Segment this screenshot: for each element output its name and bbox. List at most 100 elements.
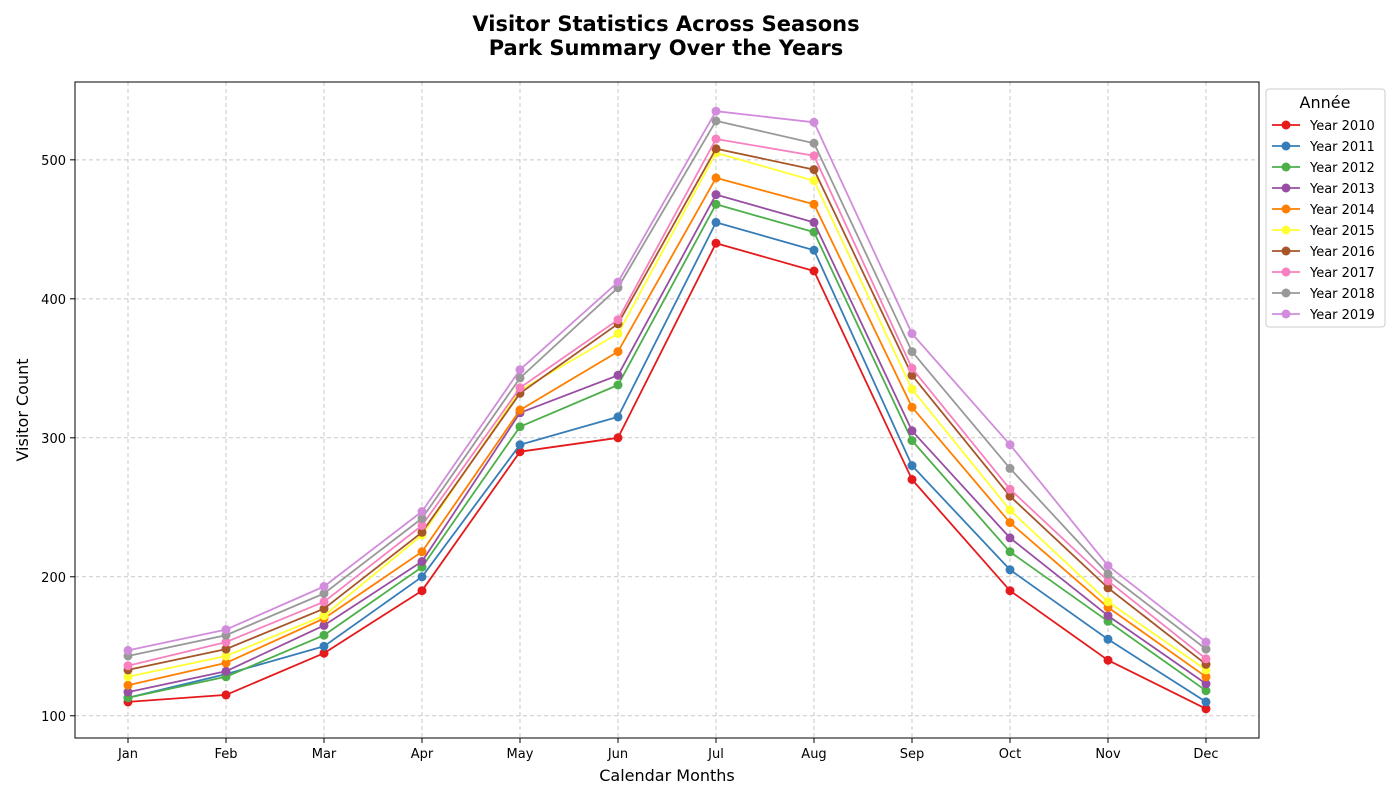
series-year-2012 xyxy=(123,199,1211,703)
legend-item: Year 2019 xyxy=(1272,308,1375,323)
legend-marker xyxy=(1281,309,1291,319)
data-point xyxy=(319,630,329,640)
legend-box xyxy=(1265,88,1386,328)
data-point xyxy=(417,507,427,516)
legend-label: Year 2011 xyxy=(1309,140,1375,155)
series-line xyxy=(127,176,1207,687)
x-tick-label: Jun xyxy=(607,747,628,762)
y-tick-label: 400 xyxy=(41,293,66,308)
series-year-2018 xyxy=(123,116,1211,661)
series-line xyxy=(127,147,1207,671)
data-point xyxy=(319,648,329,658)
legend-marker xyxy=(1281,225,1291,235)
data-point xyxy=(711,106,721,116)
data-point xyxy=(319,611,329,621)
data-point xyxy=(613,315,623,325)
data-point xyxy=(613,277,623,287)
y-tick-label: 500 xyxy=(41,154,66,169)
legend-marker xyxy=(1281,246,1291,256)
legend-label: Year 2018 xyxy=(1309,287,1375,302)
data-point xyxy=(613,347,623,357)
data-point xyxy=(221,666,231,676)
series-year-2014 xyxy=(123,173,1211,690)
data-point xyxy=(417,586,427,596)
data-point xyxy=(1201,644,1211,654)
legend-marker xyxy=(1281,141,1291,151)
series-line xyxy=(127,110,1207,652)
series-line xyxy=(127,193,1207,693)
data-point xyxy=(809,199,819,209)
data-point xyxy=(809,165,819,175)
data-point xyxy=(319,604,329,614)
legend-title: Année xyxy=(1300,93,1351,112)
axes: Jan Feb Mar Apr May Jun Jul Aug Sep Oct Nov Dec 100 2… xyxy=(41,154,1218,762)
data-point xyxy=(1005,505,1015,515)
x-axis-label: Calendar Months xyxy=(599,766,735,785)
data-point xyxy=(1201,679,1211,689)
data-point xyxy=(907,363,917,373)
series-year-2019 xyxy=(123,106,1211,655)
legend-item: Year 2010 xyxy=(1272,119,1375,134)
data-point xyxy=(1005,518,1015,528)
legend-items: Year 2010 Year 2011 Year 2012 Year 2013 Year… xyxy=(1272,119,1375,323)
data-point xyxy=(613,433,623,443)
y-tick-label: 300 xyxy=(41,432,66,447)
data-point xyxy=(1201,637,1211,647)
data-point xyxy=(711,116,721,126)
legend-label: Year 2016 xyxy=(1309,245,1375,260)
data-point xyxy=(809,217,819,227)
data-point xyxy=(907,475,917,484)
data-point xyxy=(515,373,525,383)
x-tick-label: May xyxy=(507,747,534,762)
legend-marker xyxy=(1281,162,1291,172)
x-tick-label: Feb xyxy=(214,747,237,762)
data-point xyxy=(123,672,133,682)
data-point xyxy=(809,151,819,161)
data-point xyxy=(123,687,133,697)
data-point xyxy=(809,227,819,237)
legend-item: Year 2012 xyxy=(1272,161,1375,176)
legend-label: Year 2010 xyxy=(1309,119,1375,134)
x-tick-label: Oct xyxy=(999,747,1021,762)
data-point xyxy=(1005,586,1015,596)
data-point xyxy=(123,680,133,690)
data-point xyxy=(515,447,525,457)
x-tick-label: Nov xyxy=(1095,747,1121,762)
data-point xyxy=(1201,672,1211,682)
data-point xyxy=(1103,561,1113,571)
data-point xyxy=(417,557,427,566)
data-point xyxy=(417,520,427,530)
y-tick-label: 100 xyxy=(41,710,66,725)
data-point xyxy=(613,370,623,380)
data-point xyxy=(1103,569,1113,579)
data-point xyxy=(417,513,427,523)
data-point xyxy=(809,117,819,127)
x-tick-label: Mar xyxy=(312,747,337,762)
legend-marker xyxy=(1281,288,1291,298)
data-point xyxy=(809,176,819,186)
x-tick-label: Sep xyxy=(900,747,925,762)
data-point xyxy=(809,138,819,148)
data-point xyxy=(319,597,329,607)
series-line xyxy=(127,151,1207,678)
legend-label: Year 2014 xyxy=(1309,203,1375,218)
data-point xyxy=(809,245,819,255)
series-year-2011 xyxy=(123,217,1211,707)
y-axis-label: Visitor Count xyxy=(13,358,32,461)
series-line xyxy=(127,138,1207,667)
data-point xyxy=(1201,686,1211,696)
data-point xyxy=(1005,484,1015,494)
series-group xyxy=(123,106,1211,714)
data-point xyxy=(515,422,525,432)
x-tick-label: Jan xyxy=(117,747,138,762)
data-point xyxy=(711,144,721,154)
legend-marker xyxy=(1281,183,1291,193)
x-tick-label: Jul xyxy=(707,747,724,762)
series-year-2017 xyxy=(123,134,1211,671)
data-point xyxy=(1005,565,1015,575)
data-point xyxy=(319,641,329,651)
legend-label: Year 2019 xyxy=(1309,308,1375,323)
data-point xyxy=(515,405,525,415)
data-point xyxy=(907,461,917,471)
data-point xyxy=(711,217,721,227)
